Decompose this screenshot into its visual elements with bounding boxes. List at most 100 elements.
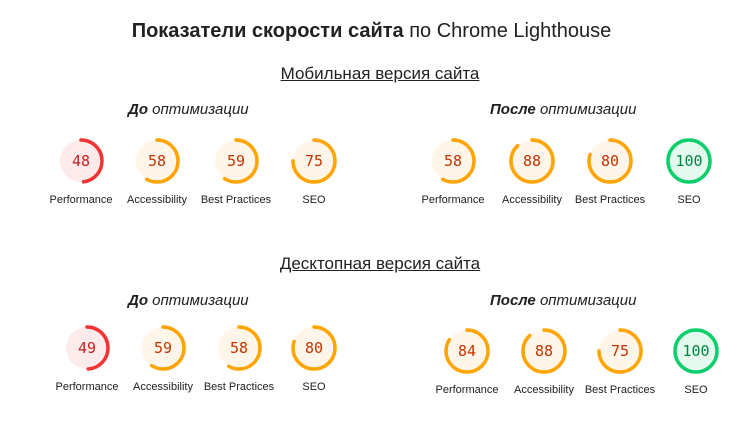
score-value: 48: [72, 152, 90, 170]
score-gauge: 80: [291, 325, 337, 371]
group-title-bold: После: [490, 101, 536, 118]
gauge-arc: [597, 328, 643, 374]
metric-label: Performance: [49, 194, 113, 206]
gauge-arc: [666, 138, 712, 184]
score-gauge: 58: [134, 138, 180, 184]
gauge-arc: [64, 325, 110, 371]
score-gauge: 88: [509, 138, 555, 184]
metric-label: Performance: [421, 194, 485, 206]
score-value: 100: [675, 152, 702, 170]
score-gauge: 75: [597, 328, 643, 374]
page-title-rest: по Chrome Lighthouse: [403, 20, 612, 42]
gauge-background: [523, 330, 565, 372]
metric-label: Best Practices: [584, 384, 656, 396]
gauge-background: [446, 330, 488, 372]
gauge-background: [215, 140, 257, 182]
group-title-bold: До: [128, 101, 148, 118]
gauge-arc: [521, 328, 567, 374]
gauge-arc: [134, 138, 180, 184]
group-title-desktop-after: После оптимизации: [490, 292, 636, 310]
metric-label: Accessibility: [502, 194, 562, 206]
score-value: 84: [458, 342, 476, 360]
score-gauge: 59: [140, 325, 186, 371]
metric-desktop-before-accessibility: 59 Accessibility: [113, 323, 213, 395]
score-gauge: 80: [587, 138, 633, 184]
gauge-background: [668, 140, 710, 182]
score-gauge: 88: [521, 328, 567, 374]
score-value: 88: [535, 342, 553, 360]
metric-label: Best Practices: [200, 194, 272, 206]
gauge-background: [589, 140, 631, 182]
metric-mobile-after-best-practices: 80 Best Practices: [560, 136, 660, 208]
metric-desktop-after-best-practices: 75 Best Practices: [570, 326, 670, 398]
metric-label: SEO: [684, 384, 708, 396]
gauge-arc: [673, 328, 719, 374]
gauge-background: [218, 327, 260, 369]
metric-desktop-after-seo: 100 SEO: [646, 326, 743, 398]
gauge-arc: [509, 138, 555, 184]
score-gauge: 58: [430, 138, 476, 184]
group-title-rest: оптимизации: [148, 101, 249, 118]
metric-desktop-before-seo: 80 SEO: [264, 323, 364, 395]
page-title-bold: Показатели скорости сайта: [131, 20, 404, 42]
score-value: 58: [444, 152, 462, 170]
score-gauge: 49: [64, 325, 110, 371]
section-title-desktop: Десктопная версия сайта: [279, 254, 481, 273]
group-title-mobile-after: После оптимизации: [490, 101, 636, 119]
page-title: Показатели скорости сайта по Chrome Ligh…: [0, 19, 743, 43]
metric-desktop-before-performance: 49 Performance: [37, 323, 137, 395]
metric-label: SEO: [677, 194, 701, 206]
metric-mobile-before-best-practices: 59 Best Practices: [186, 136, 286, 208]
group-title-bold: После: [490, 292, 536, 309]
score-gauge: 48: [58, 138, 104, 184]
score-value: 75: [305, 152, 323, 170]
metric-mobile-before-seo: 75 SEO: [264, 136, 364, 208]
gauge-background: [511, 140, 553, 182]
score-value: 58: [148, 152, 166, 170]
metric-desktop-after-performance: 84 Performance: [417, 326, 517, 398]
score-gauge: 58: [216, 325, 262, 371]
section-title-mobile: Мобильная версия сайта: [280, 64, 480, 83]
gauge-background: [675, 330, 717, 372]
metric-mobile-after-accessibility: 88 Accessibility: [482, 136, 582, 208]
metric-label: SEO: [302, 381, 326, 393]
score-value: 58: [230, 339, 248, 357]
metric-label: Best Practices: [574, 194, 646, 206]
gauge-background: [432, 140, 474, 182]
metric-label: Best Practices: [203, 381, 275, 393]
gauge-arc: [216, 325, 262, 371]
group-title-rest: оптимизации: [535, 101, 637, 118]
metric-desktop-after-accessibility: 88 Accessibility: [494, 326, 594, 398]
gauge-arc: [430, 138, 476, 184]
metric-label: Accessibility: [514, 384, 574, 396]
score-gauge: 59: [213, 138, 259, 184]
score-value: 88: [523, 152, 541, 170]
gauge-background: [66, 327, 108, 369]
score-value: 80: [305, 339, 323, 357]
gauge-background: [293, 140, 335, 182]
gauge-arc: [444, 328, 490, 374]
gauge-background: [136, 140, 178, 182]
score-value: 80: [601, 152, 619, 170]
metric-mobile-after-seo: 100 SEO: [639, 136, 739, 208]
metric-mobile-after-performance: 58 Performance: [403, 136, 503, 208]
metric-label: Accessibility: [133, 381, 193, 393]
score-value: 59: [227, 152, 245, 170]
score-value: 100: [682, 342, 709, 360]
metric-label: Performance: [55, 381, 119, 393]
score-value: 59: [154, 339, 172, 357]
gauge-background: [599, 330, 641, 372]
gauge-arc: [58, 138, 104, 184]
score-gauge: 84: [444, 328, 490, 374]
gauge-background: [293, 327, 335, 369]
group-title-rest: оптимизации: [535, 292, 637, 309]
gauge-arc: [213, 138, 259, 184]
metric-label: Performance: [435, 384, 499, 396]
score-value: 49: [78, 339, 96, 357]
score-value: 75: [611, 342, 629, 360]
gauge-arc: [587, 138, 633, 184]
score-gauge: 75: [291, 138, 337, 184]
metric-mobile-before-performance: 48 Performance: [31, 136, 131, 208]
gauge-arc: [291, 138, 337, 184]
metric-desktop-before-best-practices: 58 Best Practices: [189, 323, 289, 395]
